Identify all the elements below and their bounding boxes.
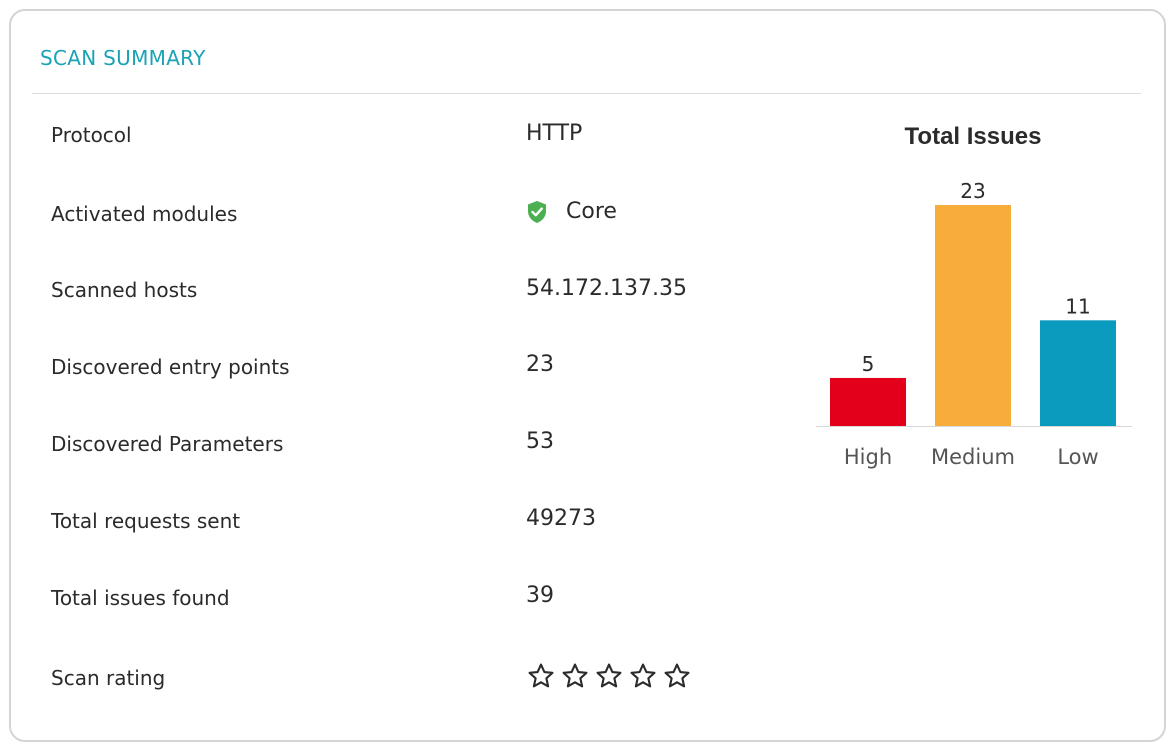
shield-check-icon (526, 200, 548, 224)
tick-label-medium: Medium (931, 445, 1015, 469)
scan-rating-label: Scan rating (51, 666, 166, 690)
parameters-label: Discovered Parameters (51, 432, 284, 456)
tick-label-high: High (844, 445, 892, 469)
entry-points-label: Discovered entry points (51, 355, 290, 379)
rating-stars (526, 662, 692, 690)
star-outline-icon[interactable] (662, 662, 692, 690)
module-name: Core (566, 199, 617, 224)
scanned-hosts-value: 54.172.137.35 (526, 276, 687, 301)
bar-medium[interactable] (935, 205, 1011, 426)
data-label-low: 11 (1065, 294, 1090, 318)
star-outline-icon[interactable] (628, 662, 658, 690)
activated-modules-label: Activated modules (51, 202, 238, 226)
header-divider (32, 93, 1141, 94)
requests-sent-label: Total requests sent (51, 509, 241, 533)
chart-title: Total Issues (904, 123, 1042, 150)
star-outline-icon[interactable] (560, 662, 590, 690)
total-issues-chart: 5 High 23 Medium 11 Low (816, 179, 1132, 469)
bar-high[interactable] (830, 377, 906, 426)
card-title: SCAN SUMMARY (40, 46, 206, 70)
data-label-high: 5 (862, 352, 875, 376)
parameters-value: 53 (526, 429, 554, 454)
scanned-hosts-label: Scanned hosts (51, 278, 198, 302)
issues-found-label: Total issues found (51, 586, 230, 610)
star-outline-icon[interactable] (526, 662, 556, 690)
activated-modules-value: Core (526, 200, 617, 224)
issues-found-value: 39 (526, 583, 554, 608)
bar-low[interactable] (1040, 320, 1116, 426)
star-outline-icon[interactable] (594, 662, 624, 690)
tick-label-low: Low (1057, 445, 1098, 469)
data-label-medium: 23 (960, 179, 985, 203)
protocol-value: HTTP (526, 121, 583, 146)
entry-points-value: 23 (526, 352, 554, 377)
protocol-label: Protocol (51, 123, 132, 147)
requests-sent-value: 49273 (526, 506, 596, 531)
scan-rating-value (526, 662, 692, 690)
